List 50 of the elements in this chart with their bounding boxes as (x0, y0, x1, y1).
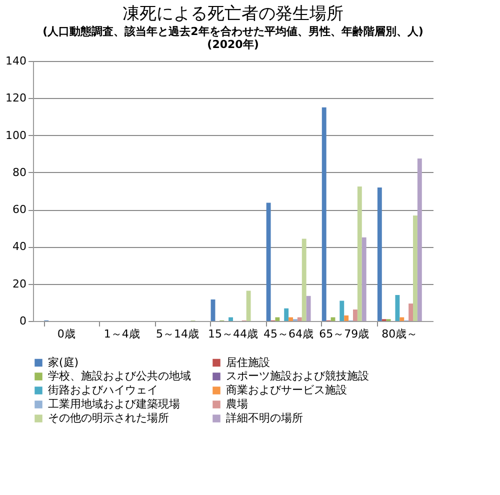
bar (408, 304, 413, 321)
legend-label: 詳細不明の場所 (226, 412, 303, 424)
bar (417, 158, 422, 321)
legend-label: 居住施設 (226, 356, 270, 369)
bar (297, 317, 302, 321)
y-tick-label: 140 (6, 54, 26, 68)
bar (306, 296, 311, 321)
legend-label: 商業およびサービス施設 (226, 384, 347, 396)
y-tick-label: 100 (6, 128, 26, 142)
bar (246, 290, 251, 321)
x-tick-label: 0歳 (57, 328, 76, 340)
legend-label: 家(庭) (48, 356, 79, 369)
x-tick-label: 65～79歳 (319, 328, 370, 340)
bar (395, 295, 400, 321)
y-tick-label: 0 (20, 314, 26, 328)
bar (357, 186, 362, 321)
legend-label: 農場 (226, 398, 248, 410)
bar (413, 216, 418, 321)
bar (302, 238, 306, 321)
legend-label: 工業用地域および建築現場 (48, 398, 180, 410)
y-tick-label: 80 (12, 166, 26, 179)
bar (275, 317, 280, 321)
bar (340, 300, 344, 321)
bar (322, 107, 326, 321)
x-tick-label: 1～4歳 (104, 328, 140, 340)
legend-label: スポーツ施設および競技施設 (226, 370, 369, 382)
text: (2020年) (207, 38, 259, 51)
bar (344, 315, 349, 321)
legend-label: その他の明示された場所 (48, 412, 169, 424)
y-tick-label: 120 (6, 92, 26, 105)
y-tick-label: 40 (12, 240, 26, 254)
bar (288, 317, 293, 321)
bar (400, 317, 404, 321)
x-tick-label: 15～44歳 (208, 328, 258, 340)
text: (人口動態調査、該当年と過去2年を合わせた平均値、男性、年齢階層別、人) (42, 25, 424, 38)
x-tick-label: 80歳～ (382, 328, 418, 340)
y-tick-label: 20 (12, 277, 26, 290)
bar (362, 237, 366, 321)
bar (228, 317, 233, 321)
x-tick-label: 45～64歳 (264, 328, 314, 340)
chart-title: 凍死による死亡者の発生場所 (122, 4, 344, 24)
bar (377, 187, 382, 321)
x-tick-label: 5～14歳 (156, 328, 199, 340)
legend-label: 学校、施設および公共の地域 (48, 370, 191, 382)
legend-label: 街路およびハイウェイ (48, 384, 158, 396)
bar (353, 309, 358, 321)
bar (266, 202, 271, 321)
bar (284, 308, 289, 321)
y-tick-label: 60 (12, 203, 26, 216)
bar (210, 299, 216, 321)
